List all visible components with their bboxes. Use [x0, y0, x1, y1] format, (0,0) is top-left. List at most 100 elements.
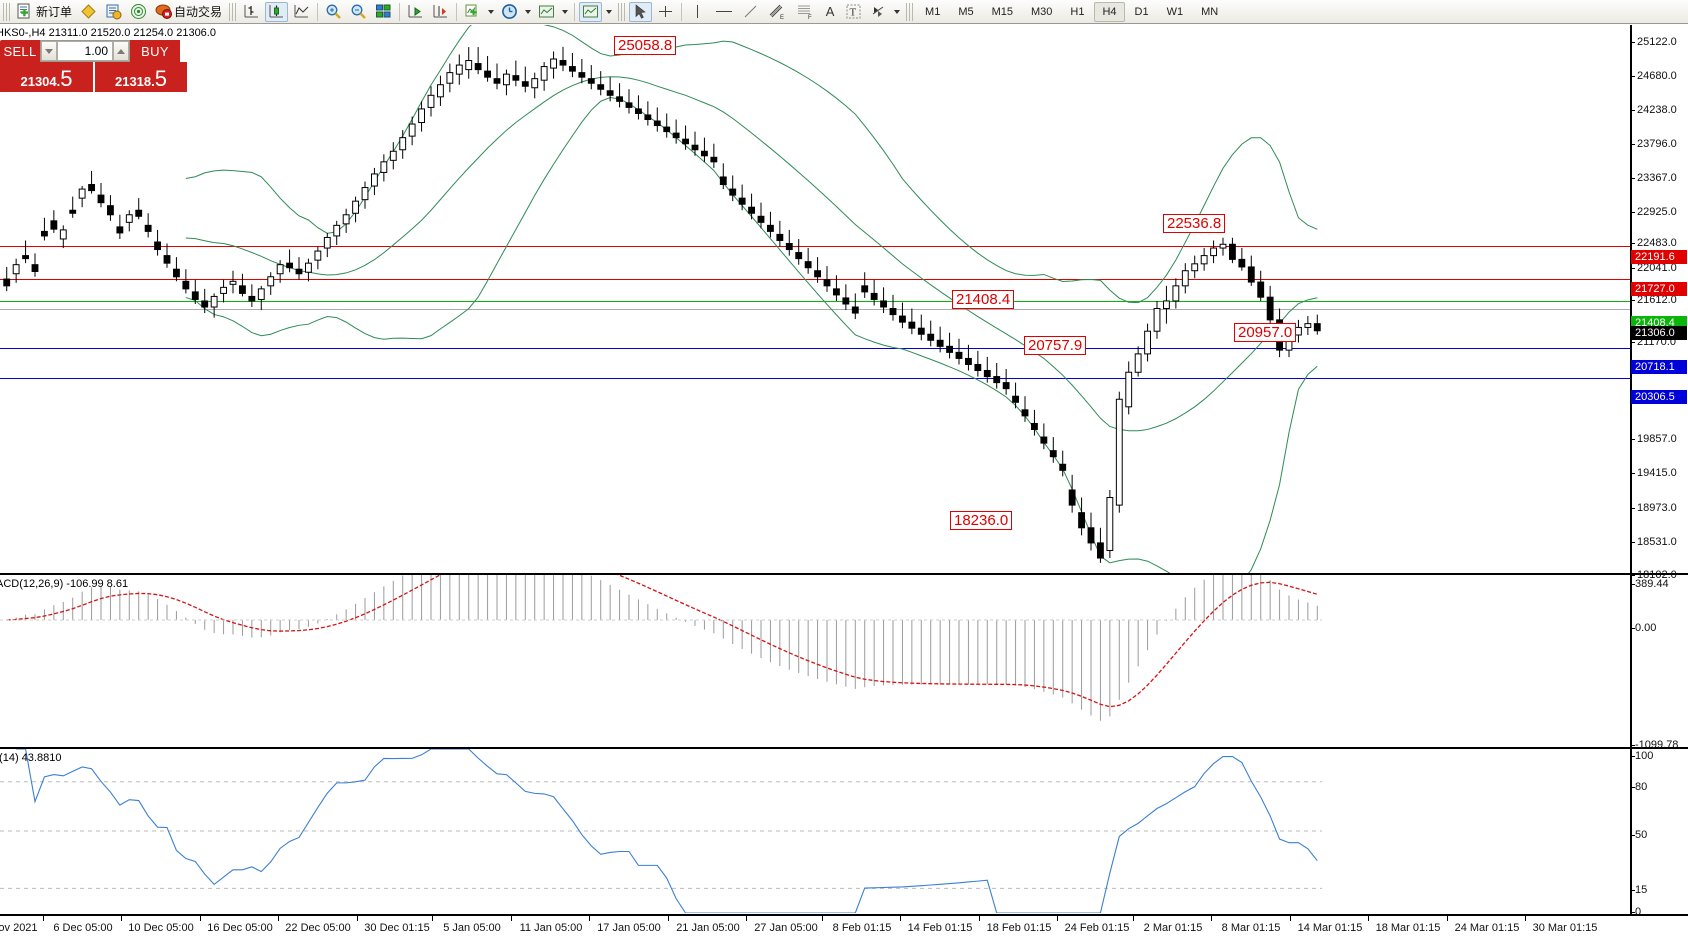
equidistant-channel-tool-button[interactable]: E — [764, 2, 790, 22]
text-tool-button[interactable]: A — [820, 2, 840, 22]
templates-active-button[interactable] — [579, 1, 603, 22]
level-line-20306.5[interactable] — [0, 378, 1630, 379]
time-tick-label: 6 Dec 05:00 — [53, 922, 113, 934]
volume-field[interactable]: 1.00 — [40, 40, 130, 62]
trendline-tool-button[interactable] — [739, 2, 762, 22]
toolbar-grip-3[interactable] — [618, 2, 626, 21]
price-tick-mark — [1631, 439, 1635, 440]
price-annotation-25058.8[interactable]: 25058.8 — [614, 36, 677, 55]
time-tick-mark — [357, 916, 358, 921]
channel-icon: E — [767, 3, 787, 20]
text-tool-label: A — [825, 4, 835, 19]
indicators-chevron-down-icon[interactable] — [488, 9, 495, 14]
price-tick-mark — [1631, 268, 1635, 269]
buy-price-integer: 21318 — [114, 74, 152, 89]
toolbar-grip[interactable] — [3, 2, 10, 21]
price-annotation-20757.9[interactable]: 20757.9 — [1024, 336, 1087, 355]
rsi-chart-canvas[interactable] — [0, 749, 1630, 913]
trendline-icon — [742, 3, 759, 20]
candlestick-chart-button[interactable] — [265, 1, 289, 22]
sell-button[interactable]: SELL — [0, 40, 40, 62]
timeframe-mn[interactable]: MN — [1201, 5, 1219, 18]
templates-button[interactable] — [535, 2, 558, 22]
svg-text:T: T — [850, 7, 857, 19]
level-line-21306.0[interactable] — [0, 309, 1630, 310]
time-tick-label: 14 Feb 01:15 — [907, 922, 973, 934]
auto-trading-button[interactable]: 自动交易 — [152, 2, 225, 22]
price-annotation-20957.0[interactable]: 20957.0 — [1234, 323, 1297, 342]
price-tick-24680.0: 24680.0 — [1637, 70, 1677, 82]
periodicity-chevron-down-icon[interactable] — [525, 9, 532, 14]
timeframe-w1[interactable]: W1 — [1166, 5, 1184, 18]
chart-shift-button[interactable] — [404, 2, 427, 22]
zoom-out-button[interactable] — [347, 2, 370, 22]
signals-button[interactable] — [127, 2, 150, 22]
crosshair-tool-button[interactable] — [654, 2, 677, 22]
chart-autoscroll-button[interactable] — [429, 2, 452, 22]
price-marker-20718.1[interactable]: 20718.1 — [1631, 360, 1687, 374]
arrows-tool-button[interactable] — [867, 2, 890, 22]
timeframe-m30[interactable]: M30 — [1031, 5, 1053, 18]
price-tick-mark — [1631, 243, 1635, 244]
new-order-button[interactable]: 新订单 — [14, 2, 75, 22]
level-line-20718.1[interactable] — [0, 348, 1630, 349]
timeframe-d1[interactable]: D1 — [1134, 5, 1149, 18]
zoom-in-button[interactable] — [322, 2, 345, 22]
price-tick-19857.0: 19857.0 — [1637, 433, 1677, 445]
price-marker-20306.5[interactable]: 20306.5 — [1631, 390, 1687, 404]
fibonacci-tool-button[interactable]: F — [792, 2, 818, 22]
price-tick-25122.0: 25122.0 — [1637, 36, 1677, 48]
market-watch-button[interactable] — [102, 2, 125, 22]
volume-value[interactable]: 1.00 — [57, 41, 113, 61]
level-line-21408.4[interactable] — [0, 301, 1630, 302]
toolbar-grip-2[interactable] — [229, 2, 237, 21]
time-tick-label: 24 Feb 01:15 — [1064, 922, 1130, 934]
tile-windows-button[interactable] — [372, 2, 395, 22]
buy-button[interactable]: BUY — [130, 40, 180, 62]
line-chart-button[interactable] — [290, 2, 313, 22]
time-tick-mark — [278, 916, 279, 921]
timeframe-m1[interactable]: M1 — [925, 5, 941, 18]
timeframe-h4[interactable]: H4 — [1094, 1, 1125, 22]
indicators-button[interactable] — [461, 2, 484, 22]
expert-advisor-button[interactable] — [77, 2, 100, 22]
level-line-22191.6[interactable] — [0, 246, 1630, 247]
volume-decrement-button[interactable] — [41, 41, 57, 61]
time-tick-label: 11 Jan 05:00 — [519, 922, 583, 934]
macd-tick-mark — [1631, 745, 1635, 746]
template-active-chevron-down-icon[interactable] — [606, 9, 613, 14]
time-tick-label: 27 Jan 05:00 — [754, 922, 818, 934]
price-chart-canvas[interactable] — [0, 25, 1630, 573]
price-marker-22191.6[interactable]: 22191.6 — [1631, 250, 1687, 264]
periodicity-button[interactable] — [498, 2, 521, 22]
macd-chart-canvas[interactable] — [0, 575, 1630, 747]
rsi-xaxis-separator — [0, 914, 1688, 916]
price-axis[interactable]: 25122.0 24680.0 24238.0 23796.0 23367.0 22925… — [1630, 25, 1688, 581]
price-marker-21306.0[interactable]: 21306.0 — [1631, 326, 1687, 340]
volume-increment-button[interactable] — [113, 41, 129, 61]
bar-chart-button[interactable] — [240, 2, 263, 22]
timeframe-h1[interactable]: H1 — [1070, 5, 1085, 18]
text-label-tool-button[interactable]: T — [842, 2, 865, 22]
price-annotation-18236.0[interactable]: 18236.0 — [950, 511, 1013, 530]
buy-price-box[interactable]: 21318 . 5 — [95, 62, 187, 92]
arrows-chevron-down-icon[interactable] — [894, 9, 901, 14]
time-tick-mark — [900, 916, 901, 921]
vertical-line-tool-button[interactable] — [686, 2, 709, 22]
price-annotation-21408.4[interactable]: 21408.4 — [952, 290, 1015, 309]
timeframe-m15[interactable]: M15 — [991, 5, 1013, 18]
time-axis[interactable]: Nov 2021 6 Dec 05:00 10 Dec 05:00 16 Dec 05… — [0, 916, 1688, 942]
toolbar-grip-4[interactable] — [906, 2, 914, 21]
price-annotation-22536.8[interactable]: 22536.8 — [1163, 214, 1226, 233]
zoom-out-icon — [350, 3, 367, 20]
templates-chevron-down-icon[interactable] — [562, 9, 569, 14]
timeframe-m5[interactable]: M5 — [958, 5, 974, 18]
level-line-21727.0[interactable] — [0, 279, 1630, 280]
price-marker-21727.0[interactable]: 21727.0 — [1631, 282, 1687, 296]
sell-price-box[interactable]: 21304 . 5 — [0, 62, 93, 92]
cursor-tool-button[interactable] — [629, 1, 653, 22]
horizontal-line-tool-button[interactable] — [711, 2, 737, 22]
time-tick-mark — [43, 916, 44, 921]
price-tick-mark — [1631, 508, 1635, 509]
yellow-diamond-icon — [80, 3, 97, 20]
